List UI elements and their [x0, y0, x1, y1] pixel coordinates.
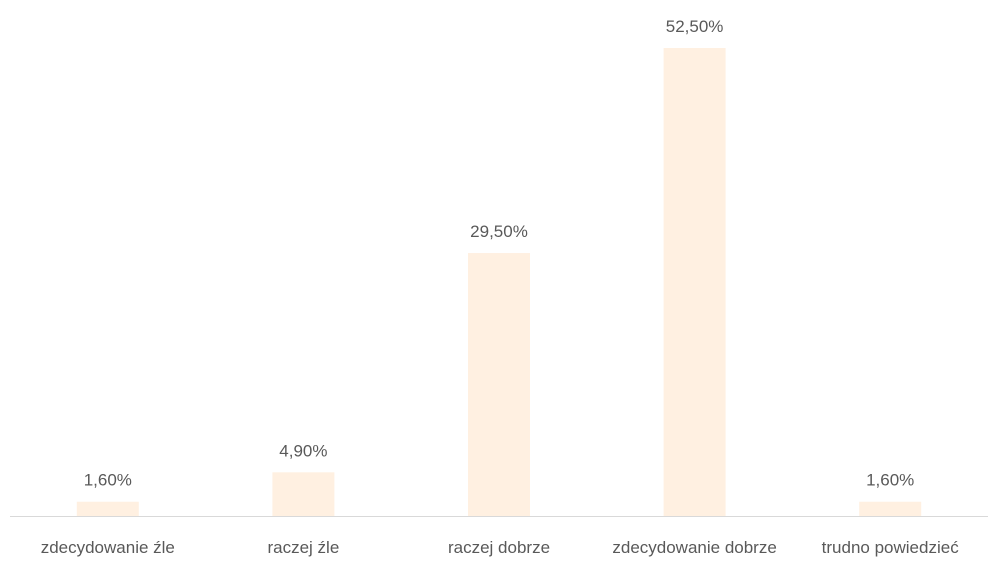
x-tick-label: raczej dobrze	[447, 538, 551, 557]
x-tick-label: zdecydowanie źle	[40, 538, 175, 557]
value-label: 52,50%	[666, 17, 724, 36]
x-tick-label: zdecydowanie dobrze	[612, 538, 777, 557]
value-label: 4,90%	[279, 441, 327, 460]
value-label: 29,50%	[470, 222, 528, 241]
bar	[272, 472, 335, 516]
x-tick-label: raczej źle	[267, 538, 340, 557]
bar	[859, 501, 922, 516]
bar	[663, 48, 726, 516]
x-tick-label: trudno powiedzieć	[821, 538, 959, 557]
bar	[76, 501, 139, 516]
value-label: 1,60%	[84, 471, 132, 490]
bar	[468, 253, 530, 516]
value-label: 1,60%	[866, 471, 914, 490]
